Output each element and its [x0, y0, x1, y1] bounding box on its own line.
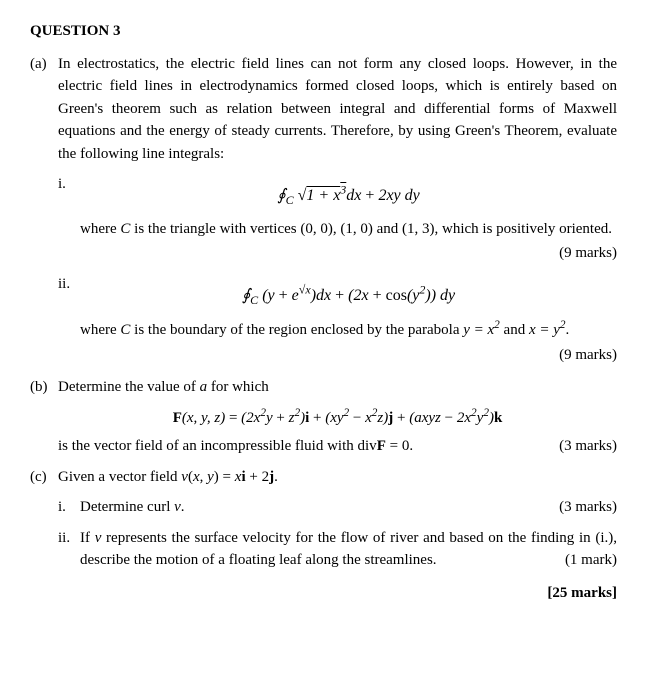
part-b-text2: is the vector field of an incompressible…	[58, 435, 413, 458]
part-a-intro: In electrostatics, the electric field li…	[58, 53, 617, 166]
part-a-label: (a)	[30, 53, 58, 166]
part-b-label: (b)	[30, 376, 58, 458]
subpart-c-i-label: i.	[58, 496, 80, 519]
part-c-label: (c)	[30, 466, 58, 489]
subpart-c-ii: ii. If ν represents the surface velocity…	[58, 527, 617, 572]
c-i-marks: (3 marks)	[559, 496, 617, 519]
c-i-text: Determine curl ν.	[80, 496, 185, 519]
subpart-a-ii-label: ii.	[58, 273, 80, 367]
subpart-c-i: i. Determine curl ν. (3 marks)	[58, 496, 617, 519]
part-b-eqn: F(x, y, z) = (2x2y + z2)i + (xy2 − x2z)j…	[58, 405, 617, 430]
a-i-marks: (9 marks)	[80, 242, 617, 265]
part-c-text: Given a vector field ν(x, y) = xi + 2j.	[58, 466, 617, 489]
a-ii-where: where C is the boundary of the region en…	[80, 317, 617, 342]
subpart-c-ii-label: ii.	[58, 527, 80, 572]
a-ii-marks: (9 marks)	[80, 344, 617, 367]
part-a: (a) In electrostatics, the electric fiel…	[30, 53, 617, 166]
question-title: QUESTION 3	[30, 20, 617, 43]
part-b: (b) Determine the value of a for which F…	[30, 376, 617, 458]
subpart-a-ii: ii. ∮C (y + e√x)dx + (2x + cos(y2)) dy w…	[58, 273, 617, 367]
part-b-marks: (3 marks)	[559, 435, 617, 458]
total-marks: [25 marks]	[30, 582, 617, 605]
subpart-a-i: i. ∮C √1 + x3dx + 2xy dy where C is the …	[58, 173, 617, 265]
part-b-text1: Determine the value of a for which	[58, 379, 269, 395]
c-ii-marks: (1 mark)	[565, 549, 617, 572]
part-c: (c) Given a vector field ν(x, y) = xi + …	[30, 466, 617, 489]
a-i-where: where C is the triangle with vertices (0…	[80, 218, 617, 241]
subpart-a-i-label: i.	[58, 173, 80, 265]
c-ii-text: If ν represents the surface velocity for…	[80, 530, 617, 569]
a-i-integral: ∮C √1 + x3dx + 2xy dy	[80, 181, 617, 210]
a-ii-integral: ∮C (y + e√x)dx + (2x + cos(y2)) dy	[80, 281, 617, 310]
